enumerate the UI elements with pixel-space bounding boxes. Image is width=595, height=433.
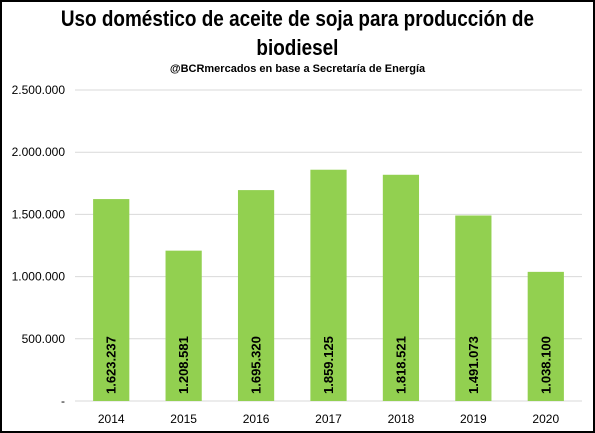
bar-2020: [527, 271, 564, 401]
data-label: 1.695.320: [249, 336, 264, 394]
data-labels: 1.623.237 1.208.581 1.695.320 1.859.125 1.81…: [104, 336, 554, 394]
y-tick-label: 2.500.000: [12, 83, 66, 97]
bar-2018: [382, 174, 420, 401]
x-axis-labels: 2014 2015 2016 2017 2018 2019 2020: [98, 412, 560, 426]
bar-2016: [237, 190, 275, 401]
y-tick-label: 1.500.000: [12, 207, 66, 221]
data-label: 1.208.581: [176, 336, 191, 394]
bar-2015: [165, 250, 202, 401]
bar-2019: [455, 215, 492, 401]
x-tick-label: 2020: [532, 412, 559, 426]
y-tick-label: -: [61, 394, 65, 408]
x-tick-label: 2017: [315, 412, 342, 426]
y-tick-label: 2.000.000: [12, 145, 66, 159]
x-tick-label: 2019: [460, 412, 487, 426]
x-tick-label: 2016: [243, 412, 270, 426]
x-tick-label: 2018: [388, 412, 415, 426]
data-label: 1.623.237: [104, 336, 119, 394]
bars: [93, 169, 564, 401]
data-label: 1.038.100: [538, 336, 553, 394]
y-tick-label: 1.000.000: [12, 270, 66, 284]
y-tick-label: 500.000: [22, 332, 66, 346]
y-axis-labels: - 500.000 1.000.000 1.500.000 2.000.000 2.500…: [12, 83, 66, 408]
data-label: 1.818.521: [393, 336, 408, 394]
chart-subtitle: @BCRmercados en base a Secretaría de Ene…: [169, 63, 426, 75]
bar-2017: [310, 169, 347, 401]
x-tick-label: 2015: [170, 412, 197, 426]
data-label: 1.859.125: [321, 336, 336, 394]
x-tick-label: 2014: [98, 412, 125, 426]
data-label: 1.491.073: [466, 336, 481, 394]
chart-title: Uso doméstico de aceite de soja para pro…: [60, 6, 534, 60]
bar-2014: [93, 199, 130, 401]
